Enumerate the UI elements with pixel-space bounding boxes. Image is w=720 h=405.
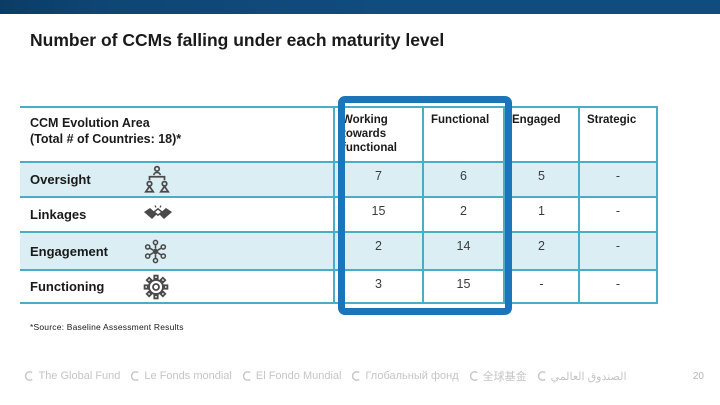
- logo-unit: El Fondo Mundial: [241, 370, 342, 382]
- footer-logos: The Global Fund Le Fonds mondial El Fond…: [0, 367, 650, 385]
- gear-icon: [142, 273, 170, 301]
- cell-linkages-working: 15: [333, 196, 422, 231]
- cell-functioning-engaged: -: [503, 269, 578, 304]
- globalfund-swirl-icon: [25, 371, 34, 381]
- org-hierarchy-icon: [142, 165, 172, 195]
- cell-functioning-strategic: -: [578, 269, 658, 304]
- column-header-strategic: Strategic: [578, 106, 658, 161]
- logo-text: The Global Fund: [38, 370, 121, 382]
- ccm-maturity-table: CCM Evolution Area (Total # of Countries…: [20, 106, 658, 304]
- logo-text: الصندوق العالمي: [550, 370, 627, 383]
- logo-unit: الصندوق العالمي: [536, 370, 627, 383]
- logo-unit: The Global Fund: [23, 370, 120, 382]
- row-label-text: Functioning: [30, 279, 105, 294]
- cell-functioning-functional: 15: [422, 269, 503, 304]
- logo-text: 全球基金: [482, 371, 527, 383]
- cell-functioning-working: 3: [333, 269, 422, 304]
- column-header-working-towards-functional: Working towards functional: [333, 106, 422, 161]
- row-label-text: Linkages: [30, 207, 87, 222]
- cell-engagement-strategic: -: [578, 231, 658, 269]
- globalfund-swirl-icon: [352, 371, 361, 381]
- cell-linkages-strategic: -: [578, 196, 658, 231]
- globalfund-swirl-icon: [242, 371, 251, 381]
- globalfund-swirl-icon: [131, 371, 140, 381]
- logo-text: El Fondo Mundial: [255, 370, 342, 382]
- cell-engagement-functional: 14: [422, 231, 503, 269]
- source-note: *Source: Baseline Assessment Results: [30, 322, 184, 332]
- table-row-oversight-label: Oversight: [20, 161, 333, 196]
- globalfund-swirl-icon: [537, 371, 546, 381]
- corner-header-line1: CCM Evolution Area: [30, 116, 150, 130]
- logo-text: Le Fonds mondial: [144, 370, 232, 382]
- page-title: Number of CCMs falling under each maturi…: [30, 30, 445, 50]
- top-accent-bar: [0, 0, 720, 14]
- cell-oversight-functional: 6: [422, 161, 503, 196]
- page-number: 20: [692, 371, 704, 382]
- cell-oversight-working: 7: [333, 161, 422, 196]
- table-row-engagement-label: Engagement: [20, 231, 333, 269]
- logo-unit: 全球基金: [468, 368, 527, 384]
- logo-unit: Глобальный фонд: [350, 370, 459, 382]
- logo-unit: Le Fonds mondial: [129, 370, 232, 382]
- table-row-linkages-label: Linkages: [20, 196, 333, 231]
- cell-linkages-engaged: 1: [503, 196, 578, 231]
- logo-text: Глобальный фонд: [365, 370, 459, 382]
- cell-engagement-engaged: 2: [503, 231, 578, 269]
- handshake-icon: [142, 203, 174, 227]
- corner-header-line2: (Total # of Countries: 18)*: [30, 132, 182, 147]
- cell-linkages-functional: 2: [422, 196, 503, 231]
- cell-engagement-working: 2: [333, 231, 422, 269]
- cell-oversight-engaged: 5: [503, 161, 578, 196]
- row-label-text: Oversight: [30, 172, 91, 187]
- row-label-text: Engagement: [30, 243, 109, 259]
- table-row-functioning-label: Functioning: [20, 269, 333, 304]
- column-header-engaged: Engaged: [503, 106, 578, 161]
- globalfund-swirl-icon: [469, 371, 478, 381]
- network-icon: [142, 238, 169, 265]
- cell-oversight-strategic: -: [578, 161, 658, 196]
- table-corner-header: CCM Evolution Area (Total # of Countries…: [20, 106, 333, 161]
- column-header-functional: Functional: [422, 106, 503, 161]
